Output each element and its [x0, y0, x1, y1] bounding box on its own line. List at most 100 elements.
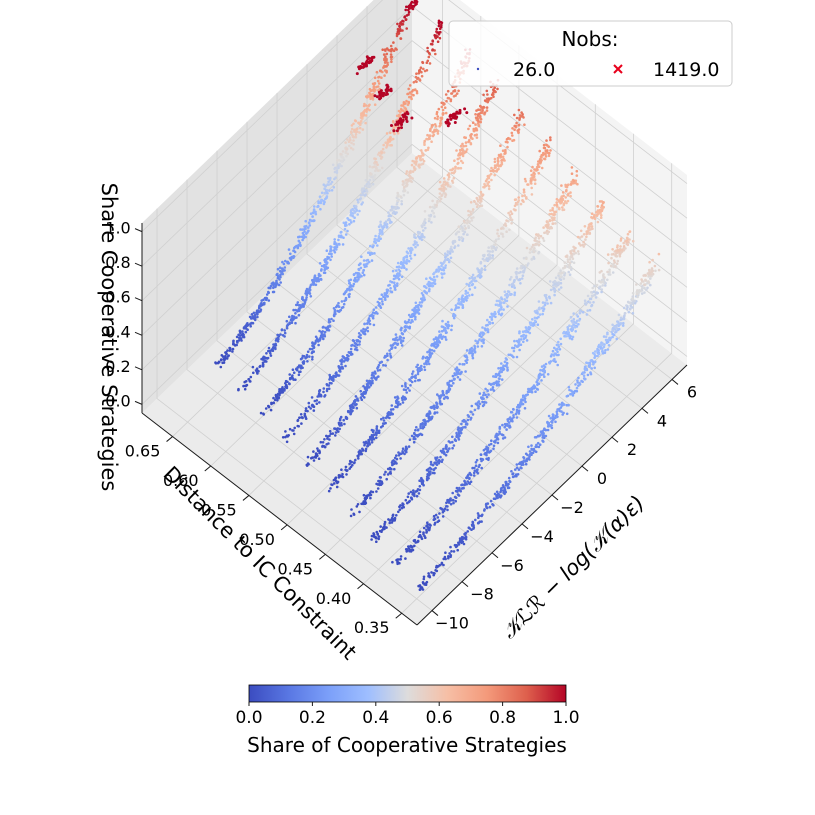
data-point — [469, 135, 473, 138]
data-point — [511, 139, 514, 142]
data-point — [570, 329, 574, 333]
data-point — [353, 348, 357, 351]
data-point — [568, 266, 571, 269]
data-point — [367, 251, 370, 254]
data-point — [384, 65, 388, 68]
data-point — [537, 172, 541, 175]
data-point — [479, 453, 483, 457]
data-point — [330, 382, 333, 385]
data-point — [274, 347, 277, 351]
data-point — [404, 385, 407, 388]
data-point — [467, 209, 470, 213]
data-point — [465, 282, 469, 286]
data-point — [593, 293, 596, 297]
grid-line-z — [141, 109, 688, 371]
data-point — [470, 133, 473, 136]
data-point — [377, 431, 381, 435]
data-point — [536, 323, 540, 327]
data-point — [438, 512, 441, 515]
data-point — [348, 223, 351, 226]
data-point — [304, 417, 308, 421]
data-point — [417, 312, 421, 315]
data-point — [352, 122, 355, 126]
data-point — [496, 438, 500, 441]
data-point — [477, 124, 481, 128]
data-point — [352, 461, 356, 465]
data-point — [416, 372, 420, 376]
data-point — [355, 130, 359, 133]
data-point — [281, 260, 284, 264]
data-point — [376, 367, 379, 370]
data-point — [618, 249, 621, 252]
data-point — [249, 380, 252, 383]
data-point — [323, 266, 327, 269]
data-point — [534, 242, 537, 246]
data-point — [299, 413, 303, 416]
data-point — [425, 477, 429, 481]
data-point — [500, 301, 503, 304]
data-point — [471, 354, 474, 358]
data-point — [359, 396, 363, 399]
data-point — [389, 214, 393, 218]
data-point — [380, 417, 383, 421]
data-point — [456, 157, 460, 161]
data-point — [435, 204, 438, 207]
data-point — [293, 250, 297, 254]
data-point — [272, 290, 276, 294]
data-point — [548, 219, 552, 222]
data-point — [357, 268, 361, 272]
data-point — [486, 258, 490, 262]
data-point — [365, 386, 369, 390]
data-point — [391, 137, 395, 141]
data-point — [364, 114, 368, 117]
data-point — [471, 278, 475, 281]
data-point — [562, 331, 565, 335]
data-point — [493, 375, 497, 378]
data-point — [304, 298, 308, 301]
data-point — [416, 540, 420, 543]
data-point — [235, 343, 238, 347]
data-point — [371, 316, 375, 320]
data-point — [499, 308, 503, 311]
data-point — [240, 339, 243, 342]
data-point — [402, 193, 406, 197]
data-point — [445, 182, 448, 186]
data-point — [425, 277, 428, 281]
data-point — [433, 523, 436, 526]
data-point — [401, 183, 405, 186]
data-point — [575, 174, 579, 177]
data-point — [430, 349, 434, 352]
data-point — [423, 418, 426, 422]
data-point — [626, 243, 630, 246]
data-point — [455, 92, 459, 95]
data-point — [563, 274, 566, 277]
data-point — [469, 416, 473, 420]
data-point — [382, 151, 386, 154]
data-point — [508, 425, 512, 429]
data-point — [388, 352, 392, 356]
data-point — [451, 440, 454, 444]
data-point — [508, 293, 512, 296]
data-point — [469, 142, 473, 146]
data-point — [449, 256, 453, 260]
data-point — [444, 258, 447, 262]
data-point — [493, 164, 497, 167]
data-point — [492, 447, 495, 451]
data-point — [453, 159, 456, 162]
data-point — [562, 194, 565, 198]
data-point — [364, 263, 368, 266]
data-point — [600, 290, 603, 294]
data-point — [406, 251, 410, 255]
data-point — [395, 462, 398, 465]
data-point — [464, 136, 468, 139]
data-point — [323, 438, 326, 441]
data-point — [343, 227, 347, 231]
data-point — [298, 241, 302, 245]
data-point — [548, 296, 551, 300]
data-point — [323, 394, 327, 397]
data-point — [416, 306, 420, 309]
data-point — [438, 330, 441, 333]
data-point — [476, 468, 479, 471]
data-point — [525, 246, 529, 250]
data-point — [482, 341, 485, 345]
